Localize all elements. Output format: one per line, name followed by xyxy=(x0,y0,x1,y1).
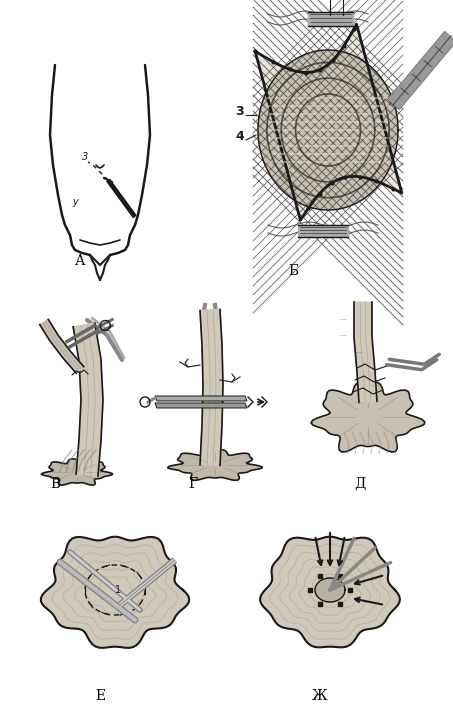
Polygon shape xyxy=(155,403,247,408)
Polygon shape xyxy=(308,12,353,26)
Polygon shape xyxy=(41,459,112,485)
Polygon shape xyxy=(200,310,223,466)
Text: Г: Г xyxy=(188,477,198,491)
Text: А: А xyxy=(75,254,85,268)
Text: Д: Д xyxy=(354,477,366,491)
Polygon shape xyxy=(315,578,345,602)
Text: 3: 3 xyxy=(82,152,88,162)
Text: Е: Е xyxy=(95,689,105,703)
Text: 3: 3 xyxy=(236,105,244,118)
Polygon shape xyxy=(40,320,84,373)
Text: В: В xyxy=(50,477,60,491)
Polygon shape xyxy=(258,50,398,210)
Polygon shape xyxy=(73,323,103,476)
Polygon shape xyxy=(41,537,189,648)
Text: 1: 1 xyxy=(115,585,121,595)
Text: y: y xyxy=(72,197,78,207)
Polygon shape xyxy=(258,50,398,210)
Text: Ж: Ж xyxy=(312,689,328,703)
Polygon shape xyxy=(260,537,400,647)
Polygon shape xyxy=(311,382,425,452)
Text: 4: 4 xyxy=(236,130,244,143)
Polygon shape xyxy=(298,225,348,237)
Polygon shape xyxy=(155,396,247,401)
Polygon shape xyxy=(168,450,262,481)
Polygon shape xyxy=(354,302,377,402)
Polygon shape xyxy=(255,24,402,220)
Text: Б: Б xyxy=(288,264,298,278)
